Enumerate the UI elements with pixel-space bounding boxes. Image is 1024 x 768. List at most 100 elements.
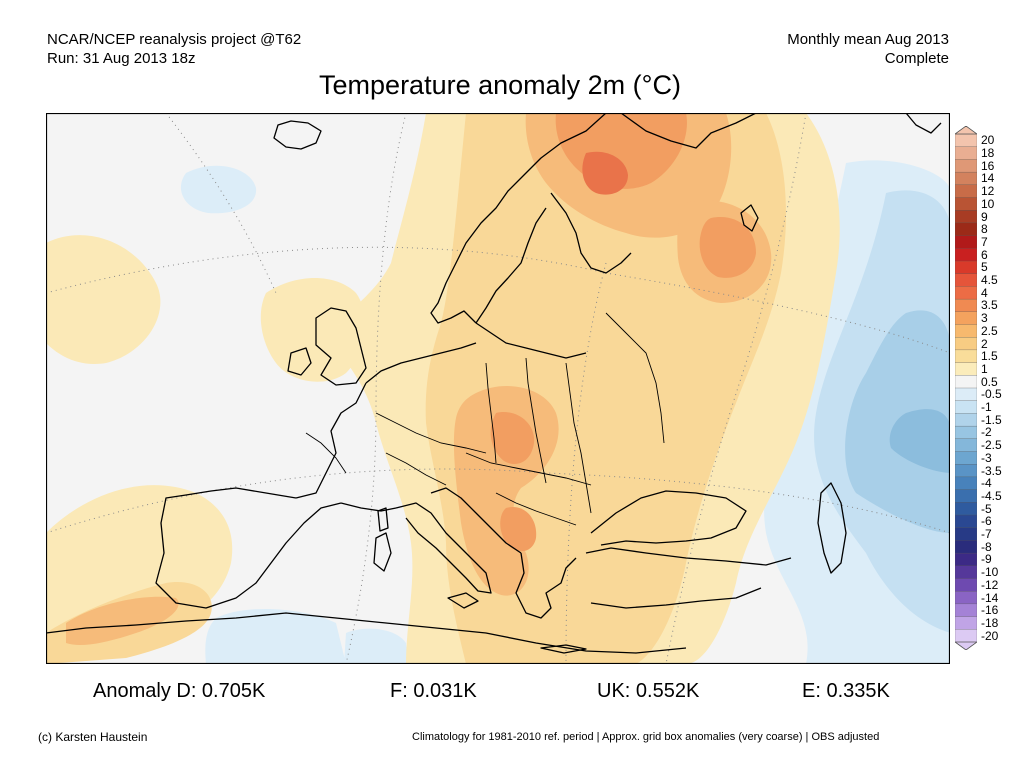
- warm-region-3-serbia: [500, 507, 537, 552]
- colorbar-tick-label: -18: [981, 615, 999, 630]
- colorbar-tick-label: -16: [981, 603, 999, 618]
- coast-finland: [550, 192, 632, 274]
- colorbar-cell: [955, 349, 977, 364]
- colorbar-tick-label: 8: [981, 222, 988, 237]
- colorbar-tick-label: 16: [981, 158, 995, 173]
- warm-region-3-balkan: [490, 412, 535, 464]
- colorbar-tick-label: -2: [981, 425, 992, 440]
- colorbar-cell: [955, 133, 977, 148]
- colorbar-cell: [955, 210, 977, 224]
- colorbar-cell: [955, 171, 977, 186]
- colorbar-tick-label: -8: [981, 539, 992, 554]
- coast-france-west: [295, 382, 367, 499]
- colorbar-tick-label: 12: [981, 184, 995, 199]
- borders: [305, 312, 665, 526]
- colorbar-tick-label: 18: [981, 146, 995, 161]
- colorbar-tick-label: -4.5: [981, 488, 1002, 503]
- colorbar-tick-label: 3: [981, 311, 988, 326]
- anomaly-d: Anomaly D: 0.705K: [93, 680, 266, 702]
- colorbar-tick-label: -12: [981, 577, 999, 592]
- coast-corsica: [377, 507, 389, 532]
- coast-turkey-south: [590, 587, 762, 609]
- colorbar-tick-label: 4: [981, 285, 988, 300]
- colorbar-tick-label: 1: [981, 361, 988, 376]
- coast-baltic: [475, 322, 587, 359]
- colorbar-cell: [955, 184, 977, 198]
- colorbar-cell: [955, 591, 977, 605]
- warm-region-2-iberia: [66, 596, 179, 645]
- anomaly-f: F: 0.031K: [390, 680, 477, 702]
- colorbar-cells: [955, 133, 977, 643]
- credit-label: (c) Karsten Haustein: [38, 730, 148, 744]
- header-left: NCAR/NCEP reanalysis project @T62 Run: 3…: [47, 30, 301, 68]
- warm-region-4-north: [582, 151, 628, 195]
- colorbar-tick-label: -6: [981, 514, 992, 529]
- colorbar-cell: [955, 438, 977, 452]
- colorbar-tick-label: 0.5: [981, 374, 998, 389]
- map-title: Temperature anomaly 2m (°C): [319, 70, 681, 100]
- colorbar-cell: [955, 222, 977, 237]
- colorbar-cell: [955, 298, 977, 313]
- colorbar-cell: [955, 527, 977, 541]
- warm-region-3-russia: [699, 217, 756, 278]
- colorbar-tick-label: 6: [981, 247, 988, 262]
- colorbar-tick-label: -7: [981, 527, 992, 542]
- coast-iberia: [155, 487, 342, 609]
- colorbar-tick-label: -1: [981, 400, 992, 415]
- colorbar-tick-label: -3: [981, 450, 992, 465]
- run-label: Run: 31 Aug 2013 18z: [47, 50, 196, 67]
- cool-region-north: [180, 165, 257, 214]
- coast-italy: [395, 502, 492, 594]
- coast-adriatic: [430, 487, 522, 554]
- graticule: [46, 113, 950, 664]
- coast-ireland: [287, 347, 312, 376]
- colorbar-cell: [955, 464, 977, 478]
- colorbar-cell: [955, 260, 977, 275]
- coast-iceland: [273, 120, 322, 150]
- anomaly-map: [46, 113, 950, 664]
- colorbar-cell: [955, 337, 977, 351]
- colorbar-tick-label: 2: [981, 336, 988, 351]
- colorbar-tick-label: -4: [981, 476, 992, 491]
- climatology-note: Climatology for 1981-2010 ref. period | …: [412, 731, 880, 743]
- coast-urals-lake: [740, 204, 759, 232]
- colorbar-cell: [955, 197, 977, 211]
- colorbar-cell: [955, 552, 977, 567]
- colorbar-cell: [955, 146, 977, 160]
- colorbar-cell: [955, 248, 977, 262]
- colorbar-cell: [955, 502, 977, 516]
- coast-norway: [430, 113, 607, 324]
- colorbar-tick-label: -20: [981, 628, 999, 643]
- colorbar-cell: [955, 578, 977, 592]
- colorbar-tick-label: 5: [981, 260, 988, 275]
- colorbar-tick-label: -14: [981, 590, 999, 605]
- status-label: Complete: [884, 50, 949, 67]
- colorbar-cell: [955, 489, 977, 503]
- colorbar-cell: [955, 235, 977, 249]
- coast-russia-north: [620, 113, 757, 149]
- colorbar-cell: [955, 616, 977, 630]
- warm-region-uk: [260, 278, 365, 382]
- colorbar-cell: [955, 425, 977, 440]
- anomaly-e: E: 0.335K: [802, 680, 890, 702]
- colorbar-bottom-arrow: [955, 641, 977, 650]
- colorbar-tick-label: 10: [981, 196, 995, 211]
- colorbar-tick-label: -1.5: [981, 412, 1002, 427]
- colorbar-tick-label: 7: [981, 234, 988, 249]
- coast-continent-north: [365, 342, 477, 384]
- colorbar-cell: [955, 387, 977, 402]
- header-right: Monthly mean Aug 2013 Complete: [787, 30, 949, 68]
- coast-sicily: [447, 592, 479, 609]
- colorbar-tick-label: -2.5: [981, 438, 1002, 453]
- colorbar-tick-label: 1.5: [981, 349, 998, 364]
- colorbar-cell: [955, 273, 977, 287]
- cool-region-south-2: [344, 628, 408, 664]
- warm-region-atlantic: [46, 235, 161, 364]
- period-label: Monthly mean Aug 2013: [787, 31, 949, 48]
- colorbar-tick-label: 2.5: [981, 323, 998, 338]
- cool-region-east-core: [889, 409, 950, 473]
- colorbar-tick-label: 20: [981, 133, 995, 148]
- colorbar-tick-label: -5: [981, 501, 992, 516]
- colorbar-cell: [955, 375, 977, 389]
- colorbar-tick-label: 14: [981, 171, 995, 186]
